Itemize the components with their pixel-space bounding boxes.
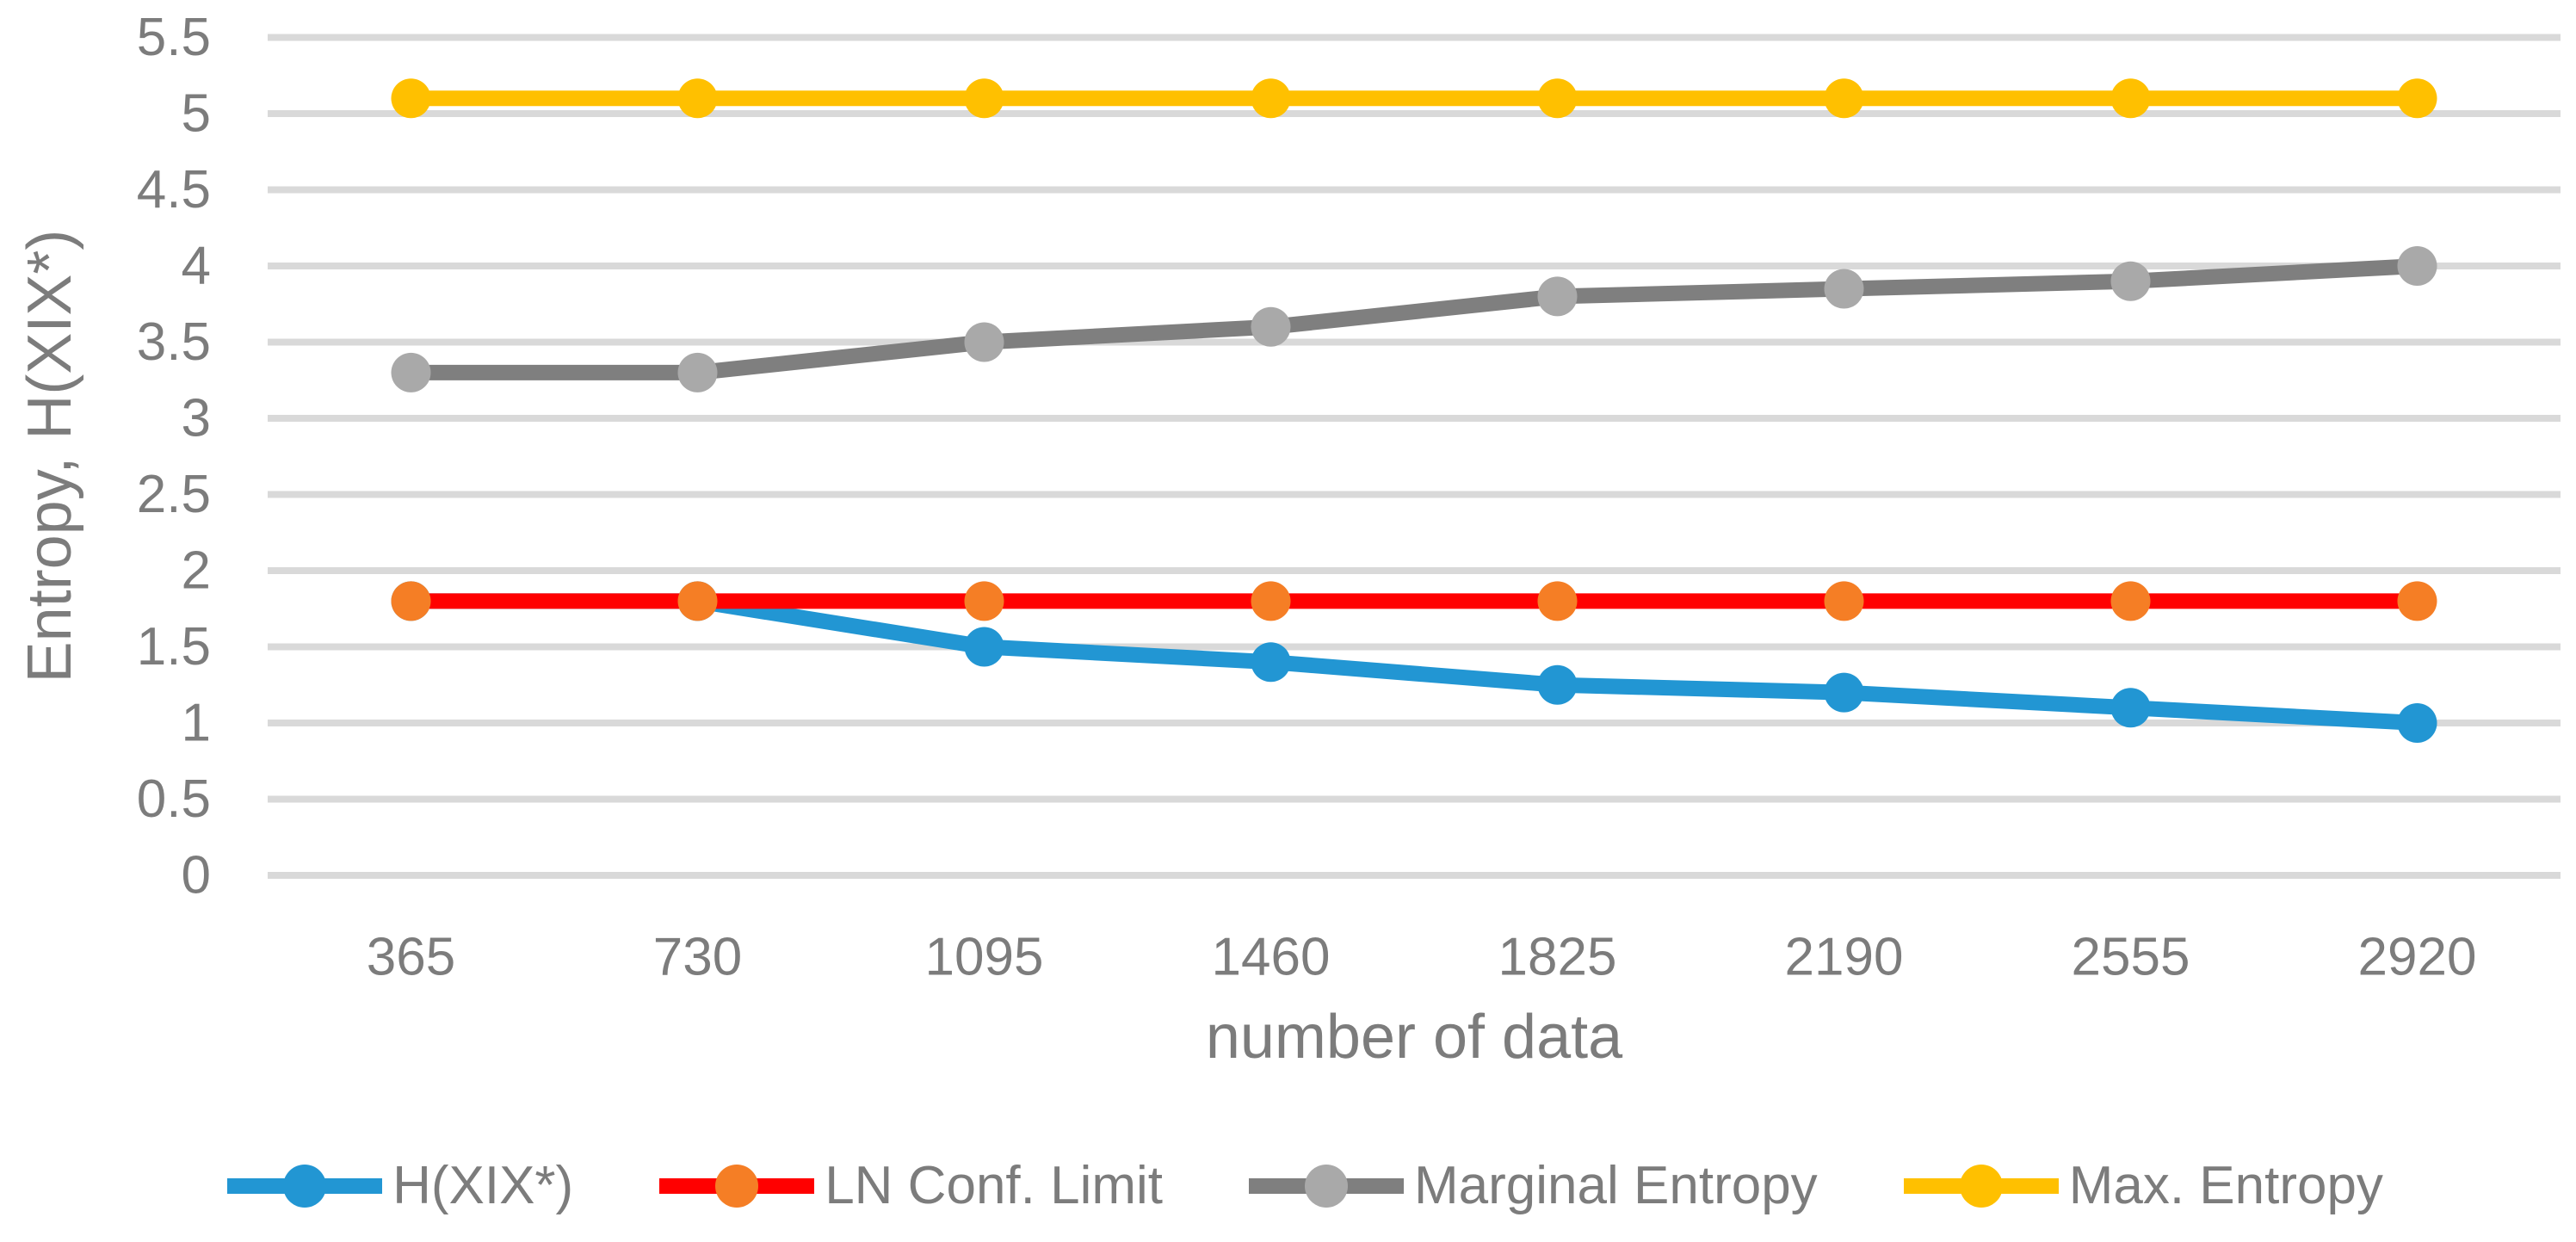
legend-label: Marginal Entropy [1414,1156,1818,1215]
data-point-marginal-entropy [391,352,431,392]
data-point-ln-conf-limit [1537,581,1578,621]
y-tick-label: 3 [182,389,211,448]
data-point-marginal-entropy [1824,269,1864,309]
data-point-h-xix [1537,664,1578,705]
data-point-ln-conf-limit [677,581,718,621]
data-point-ln-conf-limit [1251,581,1291,621]
data-point-marginal-entropy [1537,276,1578,317]
data-point-h-xix [1251,642,1291,683]
y-tick-label: 2.5 [137,465,211,524]
data-point-marginal-entropy [1251,306,1291,347]
data-point-max-entropy [1251,78,1291,119]
legend-item-max-entropy: Max. Entropy [1903,1156,2383,1215]
y-tick-label: 4.5 [137,160,211,219]
data-point-max-entropy [677,78,718,119]
legend-dot-icon [283,1165,327,1208]
data-point-marginal-entropy [2397,246,2437,286]
legend-marker-icon [1249,1165,1405,1208]
data-point-max-entropy [1824,78,1864,119]
data-point-marginal-entropy [2110,261,2151,301]
legend-marker-icon [227,1165,383,1208]
data-point-h-xix [2397,703,2437,743]
y-tick-labels: 0 0.5 1 1.5 2 2.5 3 3.5 4 4.5 5 5.5 [137,8,211,905]
legend-dot-icon [715,1165,759,1208]
legend-item-marginal-entropy: Marginal Entropy [1249,1159,1818,1214]
data-point-ln-conf-limit [391,581,431,621]
data-point-h-xix [2110,688,2151,728]
data-point-h-xix [1824,672,1864,713]
x-tick-label: 365 [367,928,455,987]
x-tick-label: 1460 [1212,928,1331,987]
x-tick-label: 2555 [2072,928,2190,987]
data-point-max-entropy [964,78,1004,119]
legend-item-h-xix: H(XIX*) [227,1159,573,1214]
y-tick-label: 5 [182,84,211,144]
x-tick-label: 1095 [925,928,1044,987]
data-point-max-entropy [391,78,431,119]
x-tick-label: 1825 [1498,928,1617,987]
data-point-max-entropy [2110,78,2151,119]
data-point-h-xix [964,627,1004,667]
legend-dot-icon [1305,1165,1349,1208]
series-line-marginal-entropy [403,258,2425,380]
data-point-marginal-entropy [964,322,1004,362]
legend-marker-icon [1903,1165,2059,1208]
series-group [391,78,2437,743]
y-axis-title: Entropy, H(XIX*) [15,229,84,683]
legend-label: LN Conf. Limit [825,1156,1164,1215]
data-point-ln-conf-limit [2110,581,2151,621]
y-tick-label: 1 [182,694,211,753]
x-axis-title: number of data [1205,1003,1623,1072]
x-tick-label: 2920 [2358,928,2477,987]
data-point-ln-conf-limit [2397,581,2437,621]
legend: H(XIX*) LN Conf. Limit Marginal Entropy Max… [0,1159,2576,1214]
legend-dot-icon [1959,1165,2003,1208]
y-tick-label: 0 [182,846,211,905]
gridlines [268,34,2561,879]
data-point-ln-conf-limit [964,581,1004,621]
y-tick-label: 1.5 [137,617,211,677]
legend-item-ln-conf-limit: LN Conf. Limit [659,1159,1163,1214]
y-tick-label: 2 [182,541,211,601]
data-point-max-entropy [1537,78,1578,119]
y-tick-label: 3.5 [137,312,211,372]
y-tick-label: 5.5 [137,8,211,67]
legend-label: H(XIX*) [392,1156,574,1215]
y-tick-label: 4 [182,237,211,296]
data-point-max-entropy [2397,78,2437,119]
x-tick-label: 730 [653,928,742,987]
legend-label: Max. Entropy [2068,1156,2383,1215]
y-tick-label: 0.5 [137,769,211,829]
x-tick-labels: 365 730 1095 1460 1825 2190 2555 2920 [367,928,2477,987]
x-tick-label: 2190 [1785,928,1904,987]
data-point-marginal-entropy [677,352,718,392]
data-point-ln-conf-limit [1824,581,1864,621]
legend-marker-icon [659,1165,815,1208]
